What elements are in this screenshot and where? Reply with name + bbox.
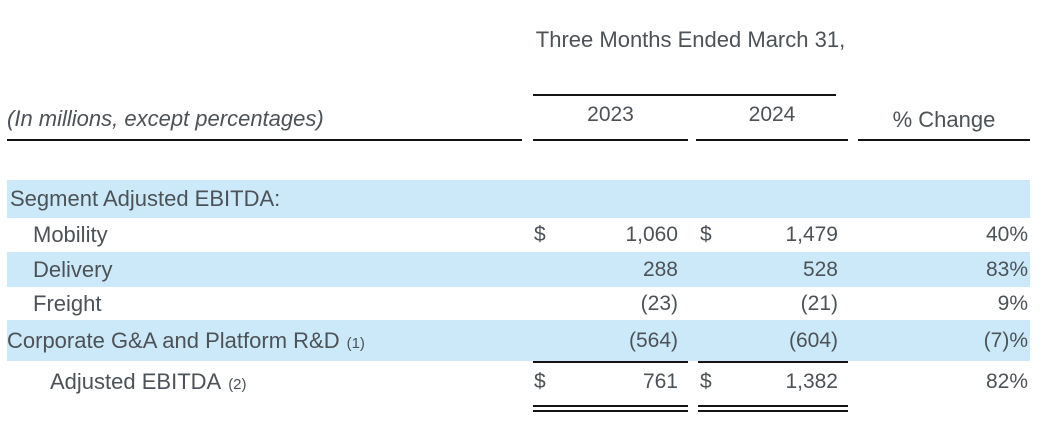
footnote-marker: (2) (228, 376, 247, 393)
value-text: 1,060 (625, 223, 678, 246)
rule-above-total-2024 (698, 361, 848, 363)
value-2023: 288 (533, 258, 688, 282)
row-label: Delivery (7, 257, 533, 283)
table-row-corporate-ga-platform-rd: Corporate G&A and Platform R&D (1) (564) … (7, 320, 1030, 361)
value-2023: (23) (533, 292, 688, 316)
value-2024: $1,479 (698, 223, 848, 247)
value-text: 288 (642, 257, 678, 281)
value-2024: $1,382 (698, 370, 848, 394)
table-row-mobility: Mobility $1,060 $1,479 40% (7, 218, 1030, 252)
value-text: 1,382 (785, 370, 838, 393)
value-2023: (564) (533, 329, 688, 353)
period-header: Three Months Ended March 31, (535, 27, 846, 52)
value-pct-change: 82% (985, 370, 1028, 393)
value-text: 528 (802, 257, 838, 281)
value-2024: (604) (698, 329, 848, 353)
currency-symbol: $ (534, 223, 546, 246)
row-label-text: Corporate G&A and Platform R&D (7, 327, 340, 353)
rule-under-label-column (7, 139, 522, 141)
value-2024: 528 (698, 258, 848, 282)
table-row-freight: Freight (23) (21) 9% (7, 287, 1030, 320)
value-pct-change: 83% (985, 257, 1028, 281)
row-label-text: Freight (33, 290, 102, 316)
rule-under-2024-header (696, 139, 848, 141)
row-label-text: Delivery (33, 256, 113, 282)
currency-symbol: $ (700, 223, 712, 246)
value-text: 761 (642, 370, 678, 393)
double-rule-total-2024 (698, 405, 848, 407)
row-label: Segment Adjusted EBITDA: (7, 186, 533, 212)
currency-symbol: $ (534, 370, 546, 393)
column-header-2023: 2023 (587, 103, 634, 126)
double-rule-total-2023 (533, 410, 688, 412)
value-2024: (21) (698, 292, 848, 316)
column-header-2024: 2024 (748, 103, 796, 126)
value-text: (564) (628, 328, 678, 352)
value-text: (23) (640, 291, 678, 315)
rule-under-period-header (533, 94, 836, 96)
value-text: (21) (800, 291, 838, 315)
footnote-marker: (1) (346, 334, 365, 352)
double-rule-total-2024 (698, 410, 848, 412)
row-label-text: Adjusted EBITDA (50, 369, 222, 394)
double-rule-total-2023 (533, 405, 688, 407)
row-label-text: Mobility (33, 222, 108, 247)
row-label: Mobility (7, 222, 533, 248)
value-pct-change: (7)% (983, 328, 1028, 352)
row-label: Freight (7, 291, 533, 317)
table-body: Segment Adjusted EBITDA: Mobility $1,060… (7, 180, 1030, 403)
rule-above-total-2023 (533, 361, 688, 363)
row-label: Corporate G&A and Platform R&D (1) (7, 328, 533, 354)
rule-under-2023-header (533, 139, 688, 141)
rule-under-pct-header (858, 139, 1030, 141)
value-pct-change: 40% (985, 223, 1028, 246)
table-row-adjusted-ebitda-total: Adjusted EBITDA (2) $761 $1,382 82% (7, 361, 1030, 403)
row-label: Adjusted EBITDA (2) (7, 369, 533, 395)
currency-symbol: $ (700, 370, 712, 393)
row-label-text: Segment Adjusted EBITDA: (10, 186, 281, 211)
units-note: (In millions, except percentages) (7, 106, 324, 131)
table-row-delivery: Delivery 288 528 83% (7, 252, 1030, 287)
value-text: 1,479 (785, 223, 838, 246)
value-text: (604) (788, 328, 838, 352)
table-row-segment-adjusted-ebitda: Segment Adjusted EBITDA: (7, 180, 1030, 218)
value-2023: $761 (533, 370, 688, 394)
value-pct-change: 9% (997, 291, 1028, 315)
column-header-pct-change: % Change (892, 107, 996, 132)
value-2023: $1,060 (533, 223, 688, 247)
